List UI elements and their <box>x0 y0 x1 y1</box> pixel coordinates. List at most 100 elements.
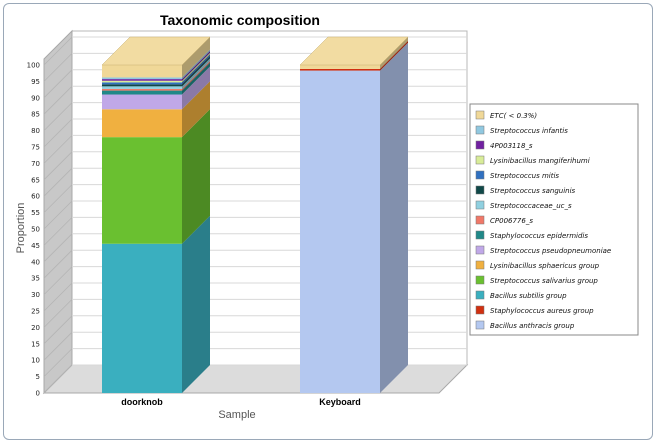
y-tick-label: 5 <box>36 373 40 381</box>
bar-segment-side <box>182 62 210 95</box>
y-tick-label: 15 <box>31 340 40 348</box>
legend-swatch <box>475 305 485 315</box>
bar-segment <box>102 65 182 78</box>
bar-segment-side <box>182 51 210 81</box>
legend-label: Lysinibacillus sphaericus group <box>490 262 600 270</box>
side-gridline <box>43 69 73 99</box>
legend-swatch <box>475 170 485 180</box>
bar-top-face <box>101 36 211 66</box>
legend-label: Bacillus anthracis group <box>490 322 575 330</box>
bar-segment <box>102 137 182 244</box>
bar-segment-side <box>182 81 210 138</box>
side-gridline <box>43 135 73 164</box>
legend-label: Streptococcus salivarius group <box>490 277 598 285</box>
legend-box <box>469 103 639 336</box>
bar-segment <box>102 84 182 87</box>
side-gridline <box>43 53 73 82</box>
bar-segment <box>102 79 182 81</box>
y-tick-label: 35 <box>31 275 40 283</box>
legend-label: CP006776_s <box>490 217 533 225</box>
y-tick-label: 90 <box>31 94 40 102</box>
bar-segment <box>102 82 182 85</box>
left-wall <box>43 29 73 395</box>
side-gridline <box>43 299 73 328</box>
legend-swatch <box>475 275 485 285</box>
legend-swatch <box>475 245 485 255</box>
x-tick-label-doorknob: doorknob <box>121 397 163 407</box>
legend-swatch <box>475 110 485 120</box>
y-tick-label: 80 <box>31 127 40 135</box>
legend-label: Streptococcus sanguinis <box>490 187 576 195</box>
side-gridline <box>43 36 73 66</box>
bar-segment-side <box>182 58 210 89</box>
y-tick-label: 60 <box>31 193 40 201</box>
y-tick-label: 45 <box>31 242 40 250</box>
side-gridline <box>43 102 73 131</box>
y-tick-label: 75 <box>31 144 40 152</box>
bar-segment <box>102 86 182 89</box>
bar-segment-side <box>182 52 210 83</box>
side-gridline <box>43 233 73 263</box>
side-gridline <box>43 151 73 181</box>
side-gridline <box>43 217 73 246</box>
legend-swatch <box>475 230 485 240</box>
legend-swatch <box>475 185 485 195</box>
bar-segment <box>300 65 380 69</box>
side-gridline <box>43 364 73 394</box>
legend-label: Streptococcus infantis <box>490 127 568 135</box>
side-gridline <box>43 315 73 345</box>
y-tick-label: 20 <box>31 324 40 332</box>
chart-title: Taxonomic composition <box>160 12 320 28</box>
bar-segment <box>102 109 182 138</box>
x-tick-label-keyboard: Keyboard <box>319 397 361 407</box>
y-tick-label: 40 <box>31 258 40 266</box>
bar-segment <box>102 77 182 80</box>
legend-label: Streptococcus mitis <box>490 172 559 180</box>
y-tick-label: 100 <box>27 62 40 70</box>
bar-top-face <box>299 36 409 66</box>
bar-segment <box>102 90 182 95</box>
bar-segment <box>102 243 182 393</box>
side-gridline <box>43 118 73 148</box>
legend-swatch <box>475 215 485 225</box>
y-tick-label: 30 <box>31 291 40 299</box>
legend-swatch <box>475 155 485 165</box>
legend-label: 4P003118_s <box>490 142 533 150</box>
bar-segment-side <box>182 37 210 78</box>
bar-segment <box>102 80 182 83</box>
y-tick-label: 95 <box>31 78 40 86</box>
bar-segment-side <box>182 66 210 110</box>
legend-swatch <box>475 140 485 150</box>
bar-segment-side <box>380 37 408 69</box>
side-gridline <box>43 200 73 230</box>
legend-swatch <box>475 320 485 330</box>
bar-segment-side <box>182 60 210 91</box>
legend-label: Bacillus subtilis group <box>490 292 567 300</box>
legend-swatch <box>475 260 485 270</box>
y-tick-label: 0 <box>36 390 40 398</box>
side-gridline <box>43 167 73 197</box>
bar-segment-side <box>182 49 210 80</box>
legend-label: Streptococcaceae_uc_s <box>490 202 572 210</box>
legend-label: ETC( < 0.3%) <box>490 112 537 120</box>
legend-swatch <box>475 200 485 210</box>
y-tick-label: 85 <box>31 111 40 119</box>
bar-segment-side <box>182 109 210 244</box>
side-gridline <box>43 348 73 377</box>
side-gridline <box>43 282 73 312</box>
bar-segment-side <box>182 54 210 85</box>
y-tick-label: 50 <box>31 226 40 234</box>
y-tick-label: 55 <box>31 209 40 217</box>
bar-segment <box>300 70 380 394</box>
side-gridline <box>43 184 73 213</box>
legend-label: Streptococcus pseudopneumoniae <box>490 247 611 255</box>
bar-segment-side <box>380 40 408 71</box>
side-gridline <box>43 85 73 115</box>
bar-segment <box>300 68 380 71</box>
y-tick-label: 65 <box>31 176 40 184</box>
y-tick-label: 10 <box>31 357 40 365</box>
bar-segment-side <box>182 215 210 393</box>
legend-swatch <box>475 290 485 300</box>
bar-segment <box>102 94 182 110</box>
